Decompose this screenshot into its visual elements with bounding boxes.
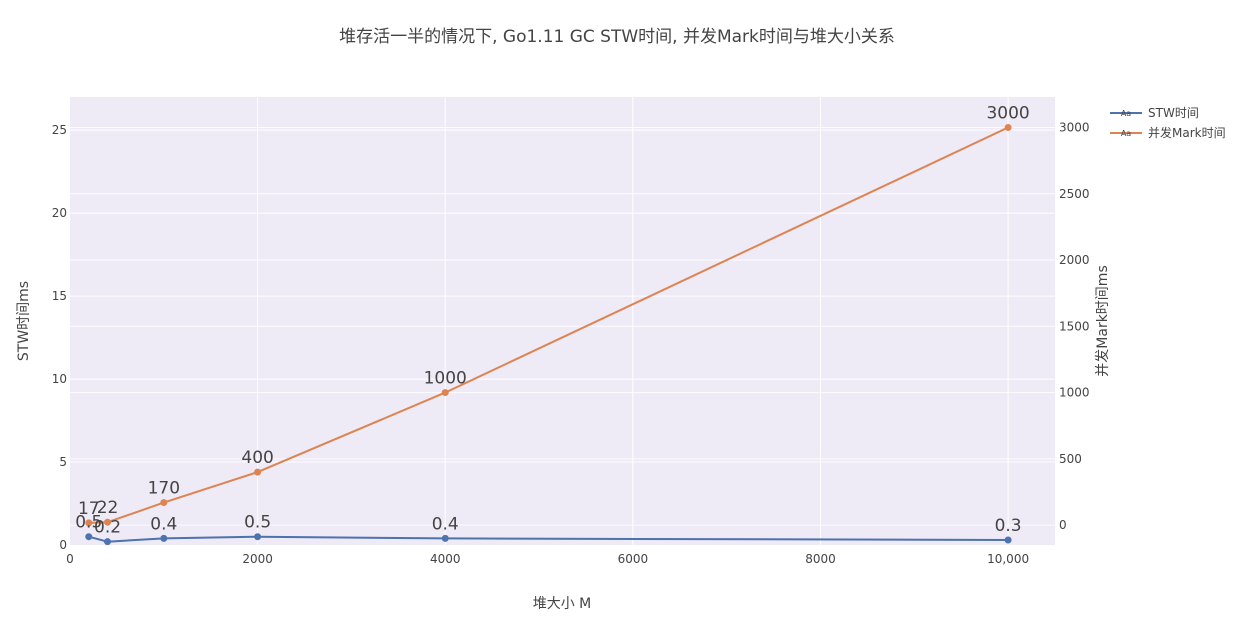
legend-symbol-0: Aa (1121, 109, 1131, 118)
y2-tick-label: 1500 (1059, 319, 1090, 333)
series-1-data-label: 1000 (424, 369, 467, 389)
y-tick-label: 0 (59, 538, 67, 552)
y2-axis-ticks: 0 500 1000 1500 2000 2500 3000 (1059, 120, 1090, 532)
series-0-data-label: 0.2 (94, 518, 121, 538)
y2-tick-label: 0 (1059, 518, 1067, 532)
y-axis-ticks: 0 5 10 15 20 25 (52, 123, 67, 552)
legend-symbol-1: Aa (1121, 129, 1131, 138)
series-layer (85, 123, 1012, 546)
series-1-data-label: 22 (97, 498, 119, 518)
series-0-point (254, 533, 262, 541)
y2-axis-title: 并发Mark时间ms (1095, 265, 1111, 376)
x-tick-label: 10,000 (987, 552, 1029, 566)
x-tick-label: 0 (66, 552, 74, 566)
series-0-point (104, 538, 112, 546)
grid-lines (70, 97, 1055, 545)
series-0-data-label: 0.3 (995, 516, 1022, 536)
x-axis-ticks: 0 2000 4000 6000 8000 10,000 (66, 552, 1029, 566)
x-tick-label: 8000 (805, 552, 836, 566)
series-1-data-label: 3000 (986, 103, 1029, 123)
series-0-point (160, 534, 168, 542)
series-0-point (441, 534, 449, 542)
series-0-data-label: 0.4 (150, 514, 177, 534)
legend-label-1: 并发Mark时间 (1148, 125, 1226, 140)
series-1-point (85, 519, 93, 527)
y2-tick-label: 3000 (1059, 120, 1090, 134)
y-tick-label: 25 (52, 123, 67, 137)
y-tick-label: 20 (52, 206, 67, 220)
y-tick-label: 5 (59, 455, 67, 469)
series-0-point (1004, 536, 1012, 544)
series-1-point (160, 499, 168, 507)
y-tick-label: 10 (52, 372, 67, 386)
y2-tick-label: 2000 (1059, 253, 1090, 267)
series-1-point (441, 389, 449, 397)
series-1-point (1004, 123, 1012, 131)
x-axis-title: 堆大小 M (533, 596, 592, 612)
series-0-data-label: 0.5 (75, 513, 102, 533)
series-0-point (85, 533, 93, 541)
plot-area (70, 97, 1055, 545)
series-1-point (104, 518, 112, 526)
y2-tick-label: 2500 (1059, 187, 1090, 201)
y2-tick-label: 500 (1059, 452, 1082, 466)
chart-title: 堆存活一半的情况下, Go1.11 GC STW时间, 并发Mark时间与堆大小… (339, 27, 895, 47)
series-1-point (254, 468, 262, 476)
y-tick-label: 15 (52, 289, 67, 303)
series-1-data-label: 170 (148, 479, 180, 499)
legend[interactable]: Aa STW时间 Aa 并发Mark时间 (1110, 106, 1226, 140)
y-axis-title: STW时间ms (16, 281, 32, 361)
series-1-data-label: 400 (241, 448, 273, 468)
series-1-data-label: 17 (78, 499, 100, 519)
x-tick-label: 6000 (618, 552, 649, 566)
series-0-data-label: 0.5 (244, 513, 271, 533)
series-0-data-label: 0.4 (432, 514, 459, 534)
y2-tick-label: 1000 (1059, 386, 1090, 400)
x-tick-label: 4000 (430, 552, 461, 566)
legend-label-0: STW时间 (1148, 106, 1199, 120)
x-tick-label: 2000 (242, 552, 273, 566)
